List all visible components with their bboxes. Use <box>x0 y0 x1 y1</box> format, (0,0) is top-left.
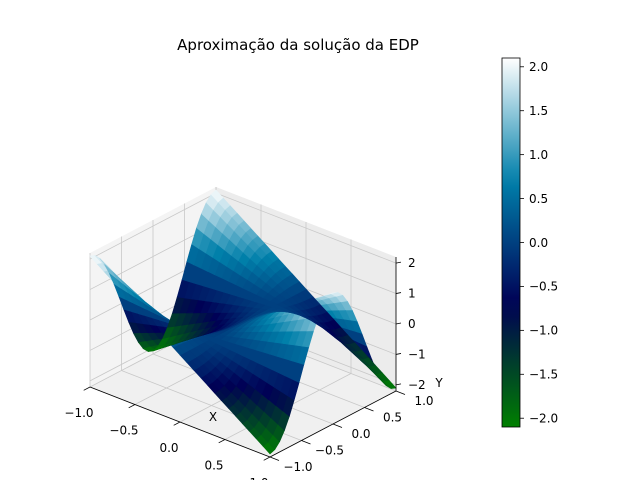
colorbar: −2.0 −1.5 −1.0 −0.5 0.0 0.5 1.0 1.5 2.0 <box>501 57 558 428</box>
colorbar-tick-label: −2.0 <box>529 412 558 426</box>
z-tick-label: 1 <box>408 287 416 301</box>
z-tick-mark <box>395 292 402 294</box>
x-tick-mark <box>128 404 136 409</box>
y-tick-mark <box>364 407 374 412</box>
colorbar-body <box>501 57 521 428</box>
colorbar-tick-label: 0.5 <box>529 192 548 206</box>
y-tick-mark <box>269 456 280 461</box>
colorbar-tick-label: 0.0 <box>529 236 548 250</box>
chart-title: Aproximação da solução da EDP <box>177 36 419 54</box>
y-tick-mark <box>395 390 406 395</box>
y-tick-label: 0.0 <box>351 427 370 441</box>
axes-3d: −1.0−0.50.00.51.0 −1.0−0.50.00.51.0 −2−1… <box>64 187 443 480</box>
y-tick-label: 0.5 <box>383 411 402 425</box>
x-axis-label: X <box>209 410 217 424</box>
x-tick-mark <box>173 421 181 426</box>
surface <box>89 189 397 455</box>
x-tick-label: 0.0 <box>159 441 178 455</box>
z-tick-mark <box>395 353 402 355</box>
y-tick-label: −1.0 <box>283 460 312 474</box>
colorbar-tick-label: −1.5 <box>529 368 558 382</box>
colorbar-ticks: −2.0 −1.5 −1.0 −0.5 0.0 0.5 1.0 1.5 2.0 <box>520 60 558 426</box>
x-tick-label: 1.0 <box>249 476 268 480</box>
z-tick-mark <box>395 383 402 386</box>
y-axis-label: Y <box>434 376 443 390</box>
colorbar-tick-label: −0.5 <box>529 280 558 294</box>
z-tick-mark <box>395 322 402 325</box>
x-tick-label: 0.5 <box>204 459 223 473</box>
colorbar-tick-label: 1.5 <box>529 104 548 118</box>
x-tick-mark <box>263 456 271 461</box>
colorbar-tick-label: 1.0 <box>529 148 548 162</box>
y-tick-label: −0.5 <box>315 444 344 458</box>
y-axis-ticks: −1.0−0.5 0.0 0.5 1.0 <box>269 390 434 474</box>
grid-line <box>215 192 397 264</box>
grid-line <box>89 192 217 260</box>
z-tick-label: 2 <box>408 256 416 270</box>
x-tick-label: −0.5 <box>109 424 138 438</box>
z-tick-label: 0 <box>408 317 416 331</box>
x-tick-mark <box>218 439 226 444</box>
y-tick-mark <box>332 423 343 428</box>
z-tick-mark <box>395 261 402 264</box>
x-tick-label: −1.0 <box>64 406 93 420</box>
colorbar-tick-label: 2.0 <box>529 60 548 74</box>
surface-patch <box>210 189 224 203</box>
colorbar-tick-label: −1.0 <box>529 324 558 338</box>
y-tick-label: 1.0 <box>414 394 433 408</box>
z-axis-ticks: −2 −1 0 1 2 <box>395 256 426 392</box>
x-axis-ticks: −1.0 −0.5 0.0 0.5 1.0 <box>64 386 271 480</box>
y-tick-mark <box>301 440 311 445</box>
x-tick-mark <box>83 386 91 391</box>
z-tick-label: −2 <box>408 378 426 392</box>
z-tick-label: −1 <box>408 347 426 361</box>
